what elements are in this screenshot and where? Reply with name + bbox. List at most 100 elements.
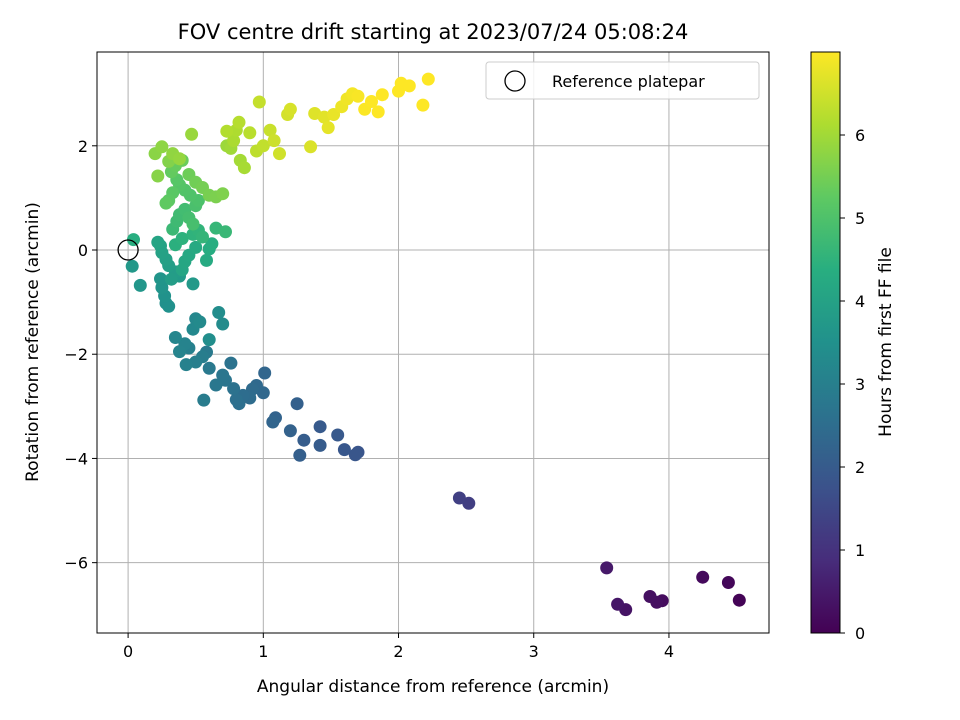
data-point (297, 433, 311, 447)
data-point (331, 428, 345, 442)
y-tick-label: 2 (78, 137, 88, 156)
colorbar-tick-label: 1 (855, 541, 865, 560)
data-point (168, 331, 182, 344)
data-point (219, 225, 232, 239)
x-tick-label: 3 (529, 642, 539, 661)
data-point (232, 115, 246, 129)
colorbar-tick-label: 0 (855, 624, 865, 643)
data-point (293, 448, 307, 462)
data-point (337, 443, 351, 457)
data-point (267, 134, 281, 148)
colorbar-tick-label: 3 (855, 375, 865, 394)
colorbar-ticks: 0 1 2 3 4 5 6 (840, 126, 865, 643)
x-axis-label: Angular distance from reference (arcmin) (257, 677, 609, 697)
data-point (421, 72, 435, 86)
x-tick-label: 0 (123, 642, 133, 661)
colorbar-tick-label: 4 (855, 292, 865, 311)
data-point (273, 147, 286, 161)
data-point (229, 393, 243, 407)
y-tick-label: −4 (64, 449, 88, 468)
colorbar-tick-label: 5 (855, 209, 865, 228)
legend-box (485, 61, 760, 100)
data-point (185, 127, 199, 141)
data-point (212, 306, 226, 319)
data-point (721, 576, 735, 589)
data-point (290, 397, 304, 411)
data-point (243, 126, 257, 140)
y-axis-ticks: −6 −4 −2 0 2 (64, 137, 97, 573)
data-point (164, 272, 178, 286)
colorbar: 0 1 2 3 4 5 6 Hours from first FF file (810, 51, 896, 643)
data-point (197, 393, 211, 407)
data-point (133, 278, 147, 292)
colorbar-gradient (811, 52, 840, 633)
data-point (151, 235, 165, 249)
data-point (600, 561, 614, 575)
data-point (252, 95, 266, 109)
data-point (209, 378, 223, 392)
data-point (173, 152, 186, 166)
data-point (237, 161, 251, 175)
x-tick-label: 2 (393, 642, 403, 661)
data-point (327, 108, 341, 121)
plot-frame (96, 51, 770, 634)
reference-platepar-marker (117, 239, 139, 261)
data-point (611, 597, 625, 611)
data-point (283, 102, 297, 116)
data-point (263, 123, 277, 137)
y-tick-label: 0 (78, 241, 88, 260)
data-point (313, 420, 327, 434)
data-point (321, 121, 335, 135)
data-point (304, 140, 318, 154)
colorbar-tick-label: 2 (855, 458, 865, 477)
legend: Reference platepar (485, 61, 760, 100)
data-point (452, 491, 466, 505)
colorbar-frame (810, 51, 841, 634)
data-point (365, 95, 378, 108)
data-point (227, 134, 241, 148)
data-point (173, 345, 186, 359)
data-point (216, 368, 230, 382)
data-point (266, 415, 280, 429)
data-point (732, 593, 746, 607)
data-point (127, 233, 140, 247)
legend-label: Reference platepar (552, 72, 705, 91)
y-axis-label: Rotation from reference (arcmin) (23, 202, 43, 482)
data-point (351, 89, 365, 103)
data-point (256, 139, 270, 153)
chart-title: FOV centre drift starting at 2023/07/24 … (178, 20, 689, 44)
colorbar-label: Hours from first FF file (876, 247, 896, 437)
colorbar-tick-label: 6 (855, 126, 865, 145)
data-point (371, 105, 385, 119)
data-point (205, 237, 219, 251)
data-point (154, 272, 167, 286)
data-point (216, 187, 230, 201)
y-tick-label: −2 (64, 345, 88, 364)
data-point (224, 356, 238, 370)
data-point (159, 196, 173, 210)
data-points (125, 72, 746, 617)
data-point (313, 438, 327, 452)
data-point (643, 590, 657, 603)
data-point (348, 448, 362, 462)
data-point (193, 315, 207, 329)
data-point (202, 333, 216, 347)
data-point (196, 230, 209, 244)
data-point (186, 277, 200, 291)
data-point (220, 124, 234, 138)
data-point (258, 366, 272, 380)
y-tick-label: −6 (64, 554, 88, 573)
data-point (151, 169, 165, 183)
x-tick-label: 4 (664, 642, 674, 661)
data-point (155, 140, 169, 154)
x-axis-ticks: 0 1 2 3 4 (123, 633, 674, 661)
data-point (696, 570, 710, 584)
data-point (189, 240, 203, 254)
data-point (216, 317, 230, 331)
data-point (179, 358, 193, 372)
data-point (227, 382, 241, 396)
data-point (402, 79, 416, 93)
x-tick-label: 1 (258, 642, 268, 661)
